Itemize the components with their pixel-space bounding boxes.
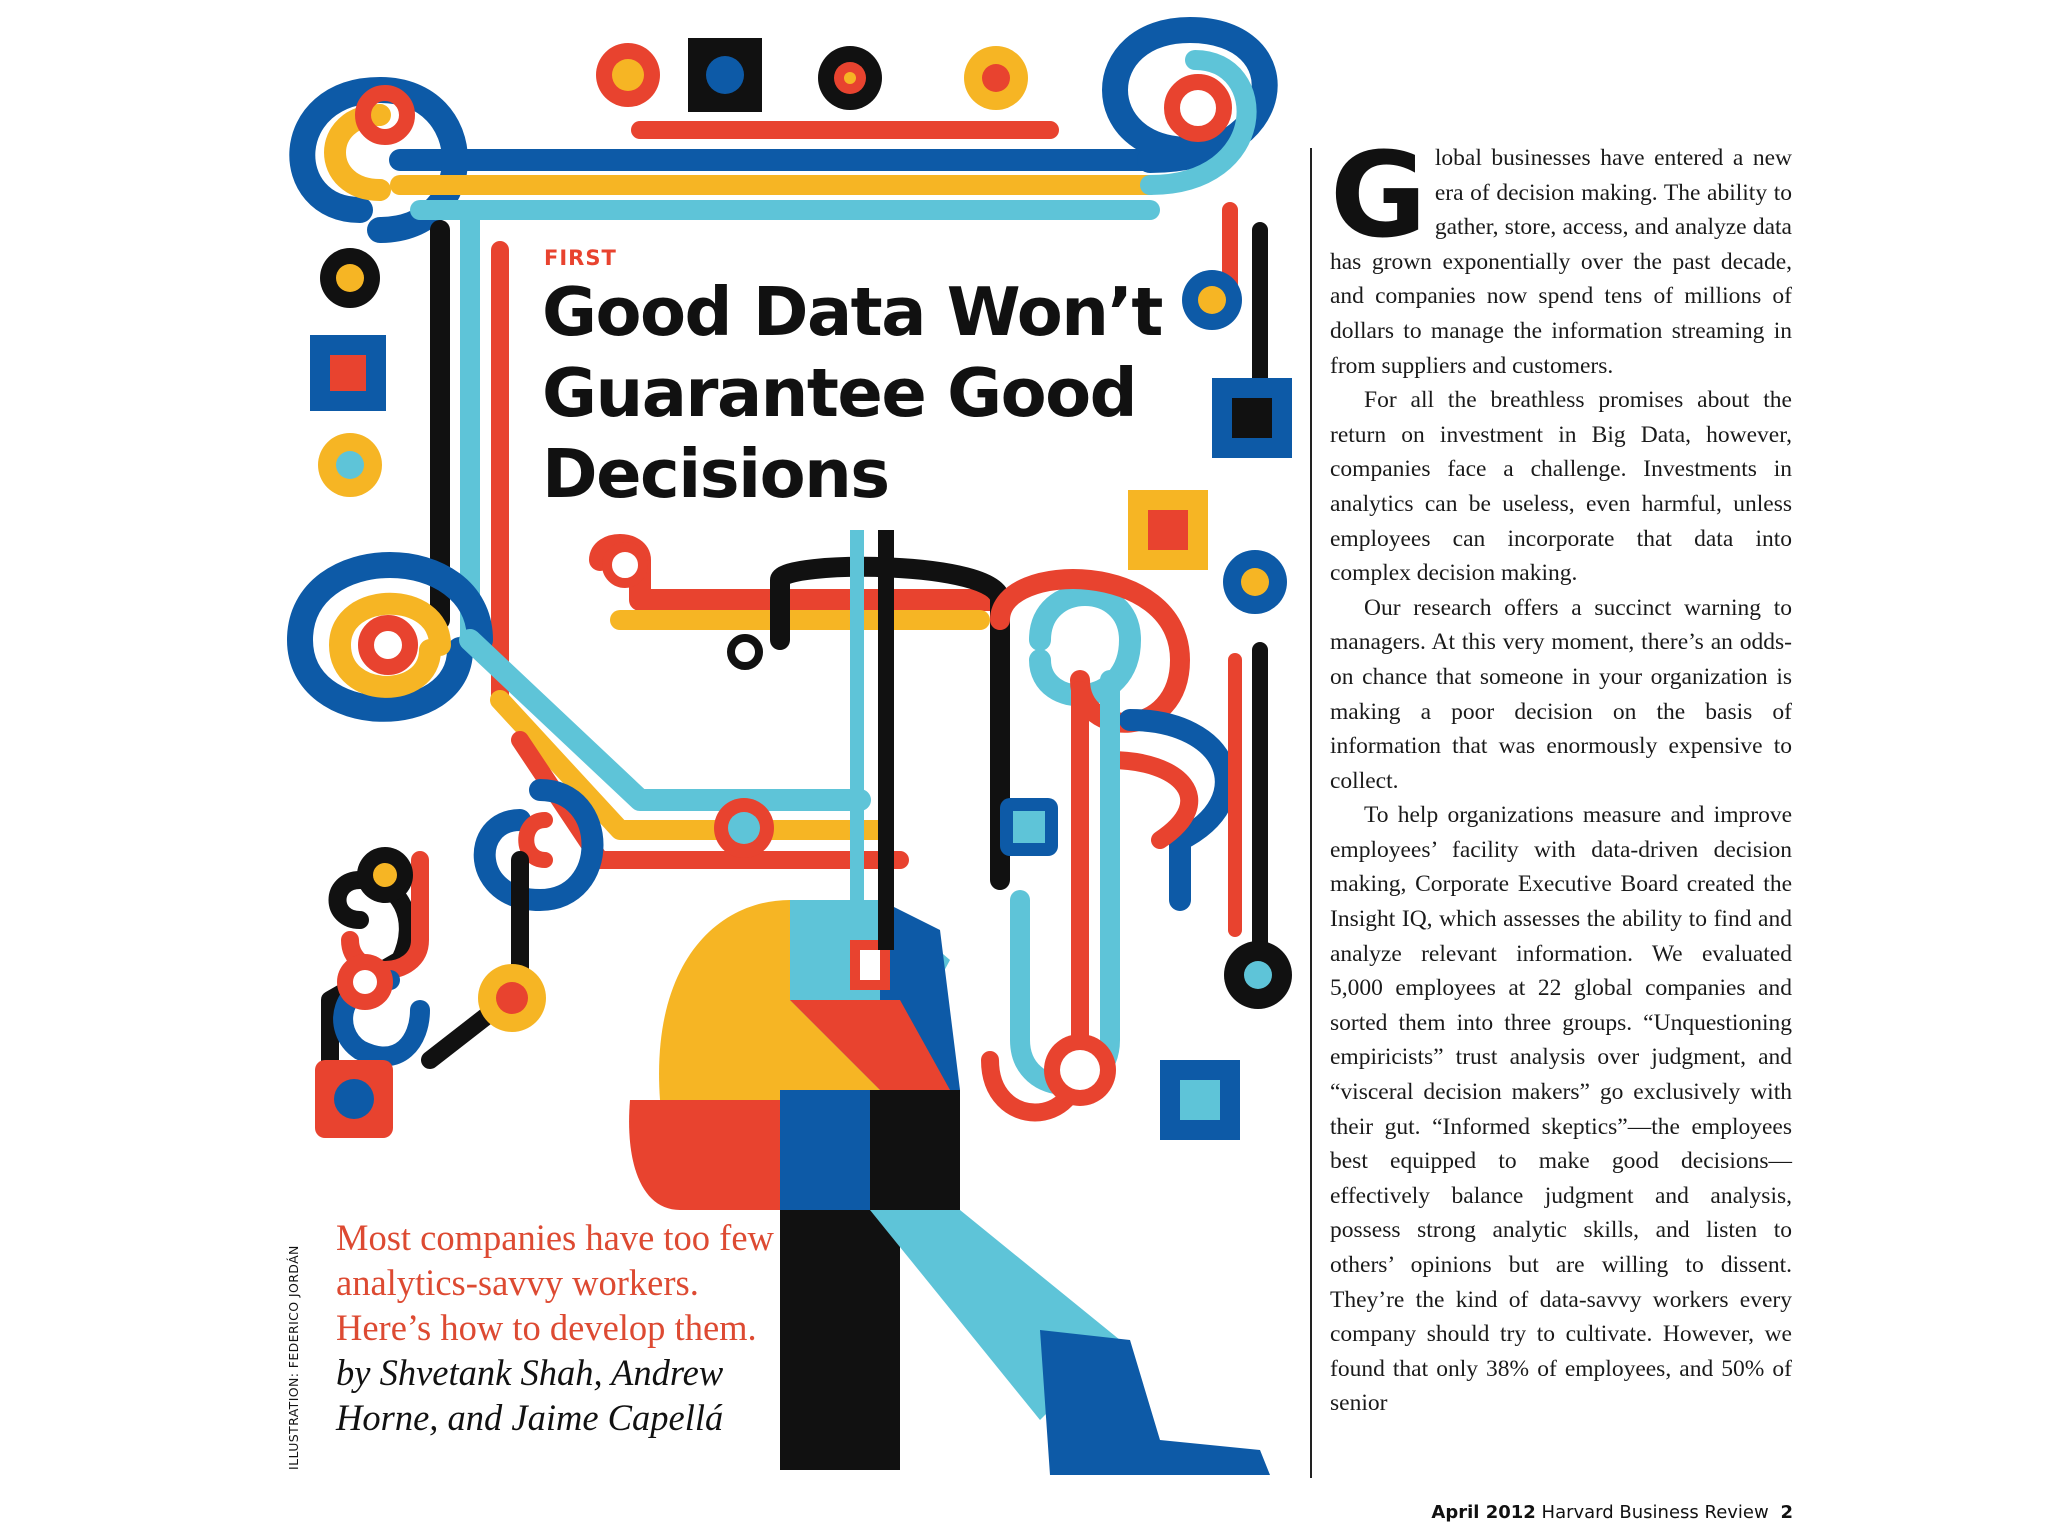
byline: by Shvetank Shah, Andrew Horne, and Jaim… xyxy=(336,1352,724,1438)
dek-text: Most companies have too few analytics-sa… xyxy=(336,1217,774,1348)
publication-name: Harvard Business Review xyxy=(1541,1502,1769,1523)
body-paragraph: For all the breathless promises about th… xyxy=(1330,387,1792,587)
illustration-credit: ILLUSTRATION: FEDERICO JORDÁN xyxy=(286,1245,301,1470)
column-divider xyxy=(1310,148,1312,1478)
circuit-tubes-figure-illustration xyxy=(287,17,1292,1475)
article-headline: Good Data Won’t Guarantee Good Decisions xyxy=(542,272,1182,515)
section-kicker: FIRST xyxy=(544,246,617,270)
drop-cap: G xyxy=(1330,126,1427,264)
article-dek: Most companies have too few analytics-sa… xyxy=(336,1215,776,1440)
headline-line: Good Data Won’t xyxy=(542,273,1163,351)
headline-line: Guarantee Good xyxy=(542,354,1138,432)
page-number: 2 xyxy=(1780,1502,1793,1523)
page-footer: April 2012 Harvard Business Review 2 xyxy=(1431,1502,1793,1523)
paragraph-text: lobal businesses have entered a new era … xyxy=(1330,145,1792,379)
headline-line: Decisions xyxy=(542,435,890,513)
body-paragraph: To help organizations measure and improv… xyxy=(1330,802,1792,1417)
issue-date: April 2012 xyxy=(1431,1502,1536,1523)
body-paragraph: Our research offers a succinct warning t… xyxy=(1330,594,1792,794)
